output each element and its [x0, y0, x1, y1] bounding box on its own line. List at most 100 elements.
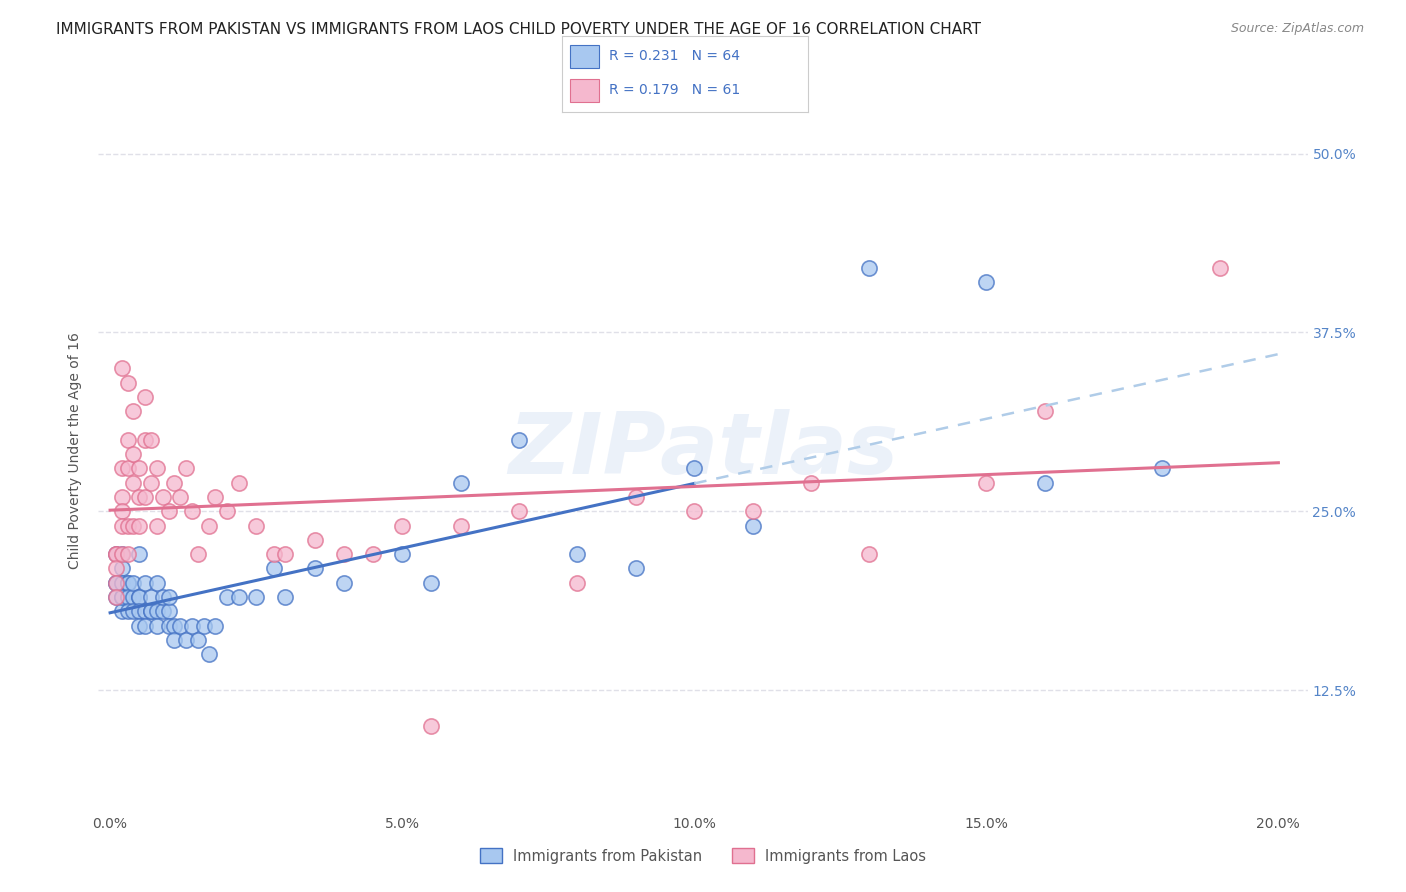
- Point: [111, 518, 134, 533]
- Point: [104, 547, 127, 561]
- Point: [128, 590, 150, 604]
- Point: [152, 590, 174, 604]
- Point: [122, 590, 145, 604]
- Point: [128, 590, 150, 604]
- Point: [157, 590, 180, 604]
- Point: [263, 547, 285, 561]
- Point: [117, 547, 139, 561]
- Point: [263, 561, 285, 575]
- Point: [174, 633, 197, 648]
- Point: [391, 547, 413, 561]
- Point: [187, 633, 209, 648]
- Point: [624, 490, 647, 504]
- Point: [146, 575, 169, 590]
- Point: [134, 490, 156, 504]
- Point: [974, 276, 997, 290]
- Point: [974, 475, 997, 490]
- Point: [508, 433, 530, 447]
- Point: [204, 490, 226, 504]
- Point: [215, 504, 238, 518]
- Point: [193, 618, 215, 632]
- Point: [111, 504, 134, 518]
- Point: [858, 547, 880, 561]
- Legend: Immigrants from Pakistan, Immigrants from Laos: Immigrants from Pakistan, Immigrants fro…: [474, 842, 932, 870]
- Point: [117, 604, 139, 618]
- Point: [128, 618, 150, 632]
- Point: [104, 575, 127, 590]
- Point: [450, 475, 472, 490]
- Point: [134, 618, 156, 632]
- Point: [111, 561, 134, 575]
- Point: [198, 518, 221, 533]
- Point: [111, 490, 134, 504]
- Point: [128, 547, 150, 561]
- Point: [134, 604, 156, 618]
- Point: [304, 533, 326, 547]
- Point: [304, 561, 326, 575]
- Point: [111, 461, 134, 475]
- Point: [117, 575, 139, 590]
- Point: [117, 590, 139, 604]
- Point: [163, 475, 186, 490]
- Point: [567, 575, 589, 590]
- Point: [117, 575, 139, 590]
- Point: [1033, 475, 1056, 490]
- Point: [157, 504, 180, 518]
- Point: [332, 547, 354, 561]
- Point: [104, 561, 127, 575]
- Point: [139, 604, 162, 618]
- Point: [274, 547, 297, 561]
- Point: [215, 590, 238, 604]
- Point: [117, 461, 139, 475]
- Point: [361, 547, 384, 561]
- Point: [139, 433, 162, 447]
- Bar: [569, 45, 599, 68]
- Point: [122, 404, 145, 418]
- Point: [683, 461, 706, 475]
- Point: [111, 575, 134, 590]
- Point: [1033, 404, 1056, 418]
- Point: [134, 575, 156, 590]
- Point: [111, 547, 134, 561]
- Point: [624, 561, 647, 575]
- Point: [139, 604, 162, 618]
- Point: [128, 490, 150, 504]
- Point: [117, 376, 139, 390]
- Point: [174, 461, 197, 475]
- Point: [139, 590, 162, 604]
- Point: [169, 490, 191, 504]
- Point: [146, 604, 169, 618]
- Point: [111, 604, 134, 618]
- Text: R = 0.179   N = 61: R = 0.179 N = 61: [609, 83, 741, 97]
- Point: [146, 618, 169, 632]
- Point: [800, 475, 823, 490]
- Point: [104, 575, 127, 590]
- Point: [111, 361, 134, 376]
- Point: [122, 475, 145, 490]
- Point: [122, 447, 145, 461]
- Point: [420, 575, 443, 590]
- Point: [163, 633, 186, 648]
- Point: [420, 719, 443, 733]
- Point: [180, 504, 202, 518]
- Point: [122, 604, 145, 618]
- Point: [567, 547, 589, 561]
- Point: [274, 590, 297, 604]
- Bar: [569, 78, 599, 102]
- Point: [152, 490, 174, 504]
- Point: [104, 590, 127, 604]
- Point: [198, 648, 221, 662]
- Point: [741, 504, 763, 518]
- Point: [104, 547, 127, 561]
- Point: [332, 575, 354, 590]
- Point: [683, 504, 706, 518]
- Text: Source: ZipAtlas.com: Source: ZipAtlas.com: [1230, 22, 1364, 36]
- Point: [858, 260, 880, 275]
- Point: [134, 390, 156, 404]
- Point: [1150, 461, 1173, 475]
- Point: [391, 518, 413, 533]
- Text: R = 0.231   N = 64: R = 0.231 N = 64: [609, 49, 740, 62]
- Point: [139, 475, 162, 490]
- Point: [450, 518, 472, 533]
- Point: [104, 590, 127, 604]
